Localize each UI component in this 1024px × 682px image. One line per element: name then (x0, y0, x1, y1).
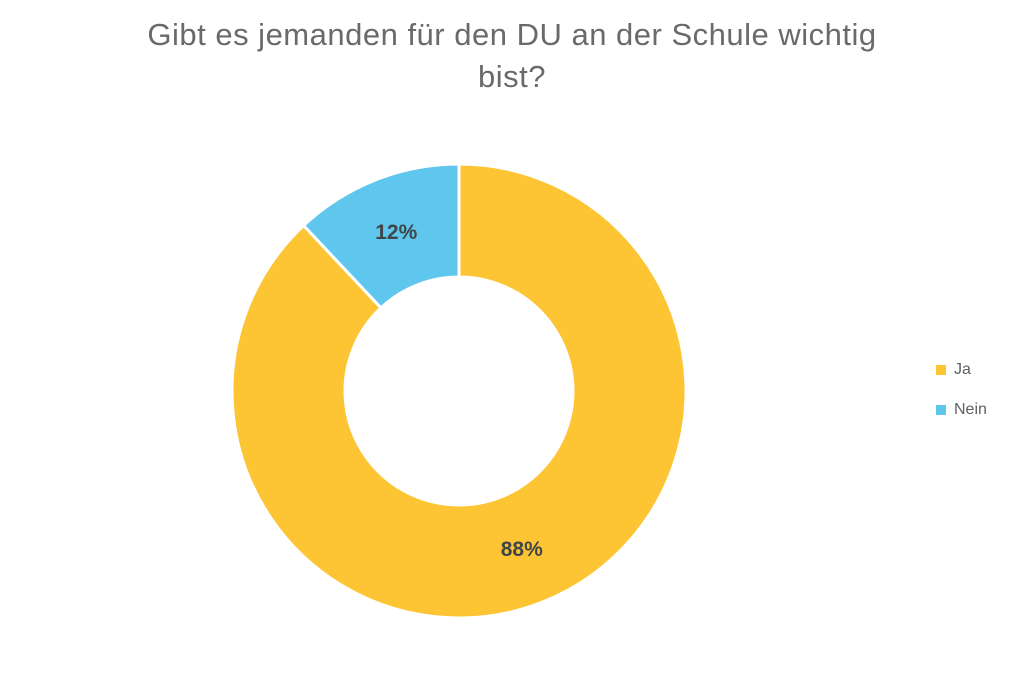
legend-item-ja: Ja (936, 360, 987, 380)
legend-label-ja: Ja (954, 361, 971, 378)
slice-label-nein: 12% (375, 221, 417, 244)
legend-swatch-ja (936, 365, 946, 375)
legend-swatch-nein (936, 405, 946, 415)
chart-legend: Ja Nein (936, 360, 987, 440)
legend-item-nein: Nein (936, 400, 987, 420)
chart-title: Gibt es jemanden für den DU an der Schul… (147, 17, 877, 94)
slice-nein (302, 162, 461, 310)
slice-ja (230, 162, 688, 620)
slice-label-ja: 88% (501, 538, 543, 561)
legend-label-nein: Nein (954, 401, 987, 418)
